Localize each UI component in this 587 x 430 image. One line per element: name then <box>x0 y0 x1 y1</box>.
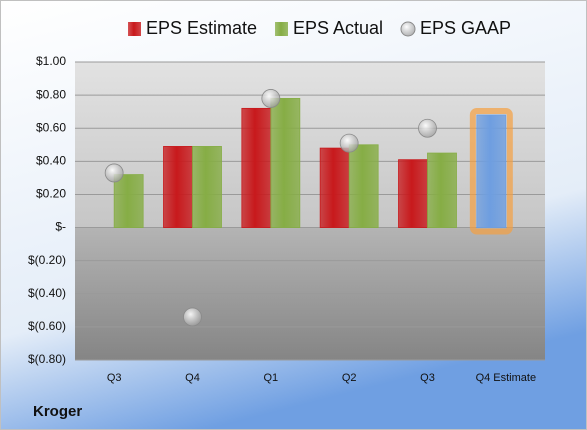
bar <box>398 159 428 228</box>
x-tick-label: Q3 <box>107 372 122 384</box>
y-tick-label: $(0.60) <box>28 319 66 333</box>
legend-label: EPS Actual <box>293 18 383 38</box>
bar <box>241 107 272 228</box>
x-tick-label: Q4 Estimate <box>476 372 537 384</box>
company-label: Kroger <box>33 403 82 420</box>
legend-swatch <box>128 22 141 36</box>
x-tick-label: Q3 <box>420 372 435 384</box>
y-tick-label: $0.40 <box>36 154 66 168</box>
legend-label: EPS GAAP <box>420 18 511 38</box>
y-tick-label: $(0.40) <box>28 286 66 300</box>
legend-swatch <box>275 22 288 36</box>
legend-label: EPS Estimate <box>146 18 257 38</box>
bar <box>113 174 144 228</box>
y-tick-label: $0.20 <box>36 187 66 201</box>
bar <box>270 98 301 228</box>
y-tick-label: $(0.20) <box>28 253 66 267</box>
y-tick-label: $0.60 <box>36 120 66 134</box>
bar <box>427 152 457 228</box>
x-tick-label: Q4 <box>185 372 200 384</box>
gaap-dot <box>104 163 124 183</box>
bar <box>348 144 379 228</box>
bar <box>319 147 350 228</box>
bar <box>163 146 193 228</box>
gaap-dot <box>183 307 202 327</box>
y-tick-label: $- <box>55 220 66 234</box>
plot-upper <box>75 62 545 228</box>
x-tick-label: Q1 <box>263 372 278 384</box>
bar <box>192 146 222 228</box>
highlight-glow <box>469 107 513 235</box>
y-tick-label: $0.80 <box>36 87 66 101</box>
gaap-dot <box>261 89 281 108</box>
bar <box>476 114 507 228</box>
gaap-dot <box>339 133 359 153</box>
gaap-dot <box>418 118 437 138</box>
legend-swatch <box>400 21 416 37</box>
x-tick-label: Q2 <box>342 372 357 384</box>
y-tick-label: $(0.80) <box>28 352 66 366</box>
y-tick-label: $1.00 <box>36 54 66 68</box>
